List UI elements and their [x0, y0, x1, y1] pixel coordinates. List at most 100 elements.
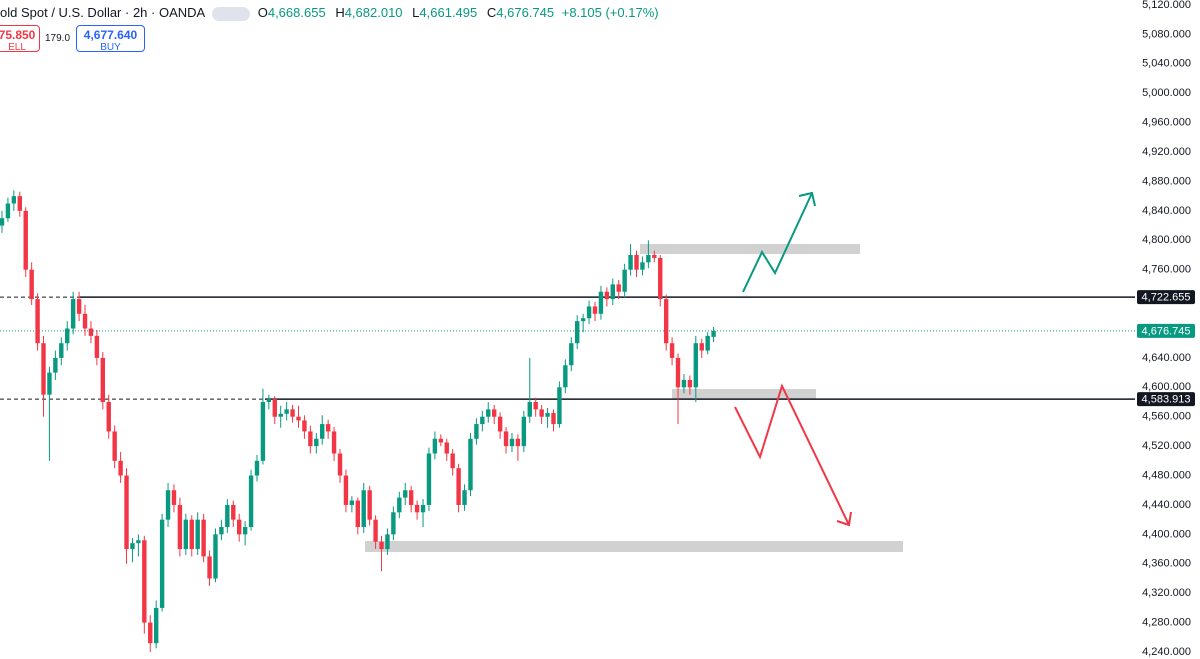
candle-body [675, 357, 681, 388]
ohlc-close-key: C [486, 5, 497, 20]
candle-body [693, 343, 699, 388]
candle-body [699, 343, 704, 351]
last-price-tag-bg [1137, 323, 1195, 338]
candle-body [355, 500, 360, 528]
candle-body [634, 254, 639, 270]
y-tick-label: 4,520.000 [1142, 440, 1191, 452]
candle-body [545, 413, 550, 417]
ohlc-high-key: H [335, 5, 345, 20]
candle-body [349, 500, 355, 505]
candle-body [284, 409, 289, 414]
candle-body [361, 490, 366, 528]
candle-body [23, 210, 28, 270]
candle-body [213, 534, 218, 579]
candle-body [450, 453, 455, 469]
candle-body [11, 196, 17, 204]
sell-button[interactable]: 75.850 ELL [0, 25, 40, 53]
candle-body [515, 438, 521, 447]
candle-body [586, 306, 592, 319]
candle-body [711, 330, 716, 337]
symbol: old Spot / U.S. Dollar · 2h · OANDA [0, 5, 205, 20]
candle-body [616, 284, 621, 292]
candle-body [248, 475, 254, 528]
candle-body [497, 416, 503, 432]
candle-body [456, 468, 461, 505]
candle-body [65, 328, 70, 344]
candle-body [159, 519, 165, 608]
candle-body [53, 357, 58, 373]
candle-body [219, 527, 224, 535]
zone [672, 389, 816, 399]
candle-body [486, 409, 491, 417]
level-tag: 4,583.913 [1142, 394, 1191, 406]
level-tag-bg [1137, 290, 1195, 305]
candle-body [687, 379, 693, 388]
candle-body [201, 519, 206, 557]
candle-body [189, 519, 194, 550]
y-tick-label: 4,400.000 [1142, 528, 1191, 540]
candle-body [29, 269, 34, 300]
candle-body [195, 519, 200, 550]
buy-price: 4,677.640 [83, 28, 138, 42]
candle-body [503, 431, 509, 447]
candle-body [320, 424, 325, 439]
candle-body [569, 343, 574, 366]
candle-body [314, 438, 319, 447]
ohlc-open: 4,668.655 [267, 5, 326, 20]
buy-button[interactable]: 4,677.640 BUY [76, 25, 145, 53]
candle-body [290, 409, 295, 417]
candle-body [444, 442, 449, 454]
zone [640, 244, 860, 254]
candle-body [148, 622, 153, 644]
candle-body [260, 402, 266, 461]
candle-body [705, 335, 710, 351]
level-tag: 4,722.655 [1142, 292, 1191, 304]
candle-body [118, 460, 123, 476]
y-tick-label: 4,360.000 [1142, 558, 1191, 570]
candle-body [130, 543, 135, 550]
candle-body [551, 413, 556, 425]
candle-body [640, 262, 645, 270]
y-tick-label: 5,120.000 [1142, 0, 1191, 11]
level-tag-bg [1137, 392, 1195, 407]
candle-body [70, 299, 76, 329]
ohlc-close: 4,676.745 [496, 5, 555, 20]
y-tick-label: 4,640.000 [1142, 352, 1191, 364]
candle-body [207, 556, 212, 579]
sell-label: ELL [8, 42, 26, 53]
y-tick-label: 4,440.000 [1142, 499, 1191, 511]
candle-body [177, 504, 183, 550]
candle-body [598, 291, 604, 314]
candle-body [580, 318, 586, 322]
candle-body [622, 269, 627, 292]
candle-body [420, 504, 426, 513]
candle-body [302, 420, 307, 432]
candle-body [231, 504, 236, 520]
candle-body [403, 490, 408, 498]
ohlc-low: 4,661.495 [419, 5, 478, 20]
candle-body [331, 431, 337, 454]
candle-body [165, 490, 171, 520]
candle-body [426, 453, 432, 505]
candle-body [438, 438, 444, 443]
candle-body [533, 402, 538, 410]
candle-body [592, 306, 598, 314]
candle-body [337, 453, 343, 476]
candle-body [408, 490, 414, 505]
candle-body [35, 299, 40, 344]
bear-path [734, 383, 850, 526]
candle-body [47, 372, 52, 395]
candle-body [59, 343, 64, 358]
candle-body [254, 460, 260, 476]
candle-body [379, 541, 384, 550]
candle-body [242, 527, 248, 535]
y-tick-label: 4,480.000 [1142, 469, 1191, 481]
y-tick-label: 4,760.000 [1142, 264, 1191, 276]
candle-body [343, 475, 349, 505]
candle-body [373, 519, 378, 542]
y-tick-label: 4,920.000 [1142, 146, 1191, 158]
y-tick-label: 4,280.000 [1142, 616, 1191, 628]
y-tick-label: 4,600.000 [1142, 381, 1191, 393]
